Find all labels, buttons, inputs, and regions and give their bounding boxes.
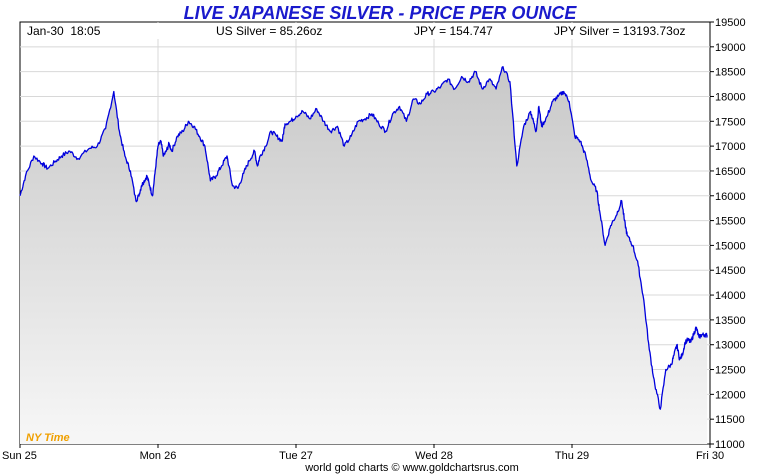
y-tick-label: 18000 [715, 91, 746, 103]
timezone-label: NY Time [26, 432, 70, 444]
footer-credit: world gold charts © www.goldchartsrus.co… [304, 462, 519, 474]
y-tick-label: 17500 [715, 116, 746, 128]
y-tick-label: 16500 [715, 166, 746, 178]
price-line [19, 66, 708, 410]
x-axis-ticks: Sun 25 Mon 26 Tue 27 Wed 28 Thu 29 Fri 30 [2, 444, 724, 462]
header-datetime: Jan-30 18:05 [27, 24, 101, 38]
y-tick-label: 18500 [715, 67, 746, 79]
y-axis-ticks: 11000 11500 12000 12500 13000 13500 14000 14500… [710, 17, 746, 451]
x-tick-label: Tue 27 [279, 450, 313, 462]
y-tick-label: 19500 [715, 17, 746, 29]
x-tick-label: Mon 26 [140, 450, 177, 462]
y-tick-label: 15000 [715, 240, 746, 252]
chart-title: LIVE JAPANESE SILVER - PRICE PER OUNCE [184, 3, 578, 23]
x-tick-label: Thu 29 [555, 450, 589, 462]
header-jpy: JPY = 154.747 [414, 24, 493, 38]
y-tick-label: 17000 [715, 141, 746, 153]
price-area-fill [20, 66, 708, 444]
y-tick-label: 12000 [715, 389, 746, 401]
y-tick-label: 13500 [715, 315, 746, 327]
y-tick-label: 11500 [715, 414, 745, 426]
header-us-silver: US Silver = 85.26oz [216, 24, 322, 38]
y-tick-label: 13000 [715, 340, 746, 352]
y-tick-label: 16000 [715, 191, 746, 203]
y-tick-label: 14500 [715, 265, 746, 277]
x-tick-label: Sun 25 [2, 450, 37, 462]
header-jpy-silver: JPY Silver = 13193.73oz [554, 24, 686, 38]
y-tick-label: 11000 [715, 439, 745, 451]
y-tick-label: 14000 [715, 290, 746, 302]
y-tick-label: 15500 [715, 216, 746, 228]
y-tick-label: 12500 [715, 365, 746, 377]
x-tick-label: Wed 28 [415, 450, 453, 462]
header-band [21, 23, 709, 39]
x-tick-label: Fri 30 [696, 450, 724, 462]
y-tick-label: 19000 [715, 42, 746, 54]
